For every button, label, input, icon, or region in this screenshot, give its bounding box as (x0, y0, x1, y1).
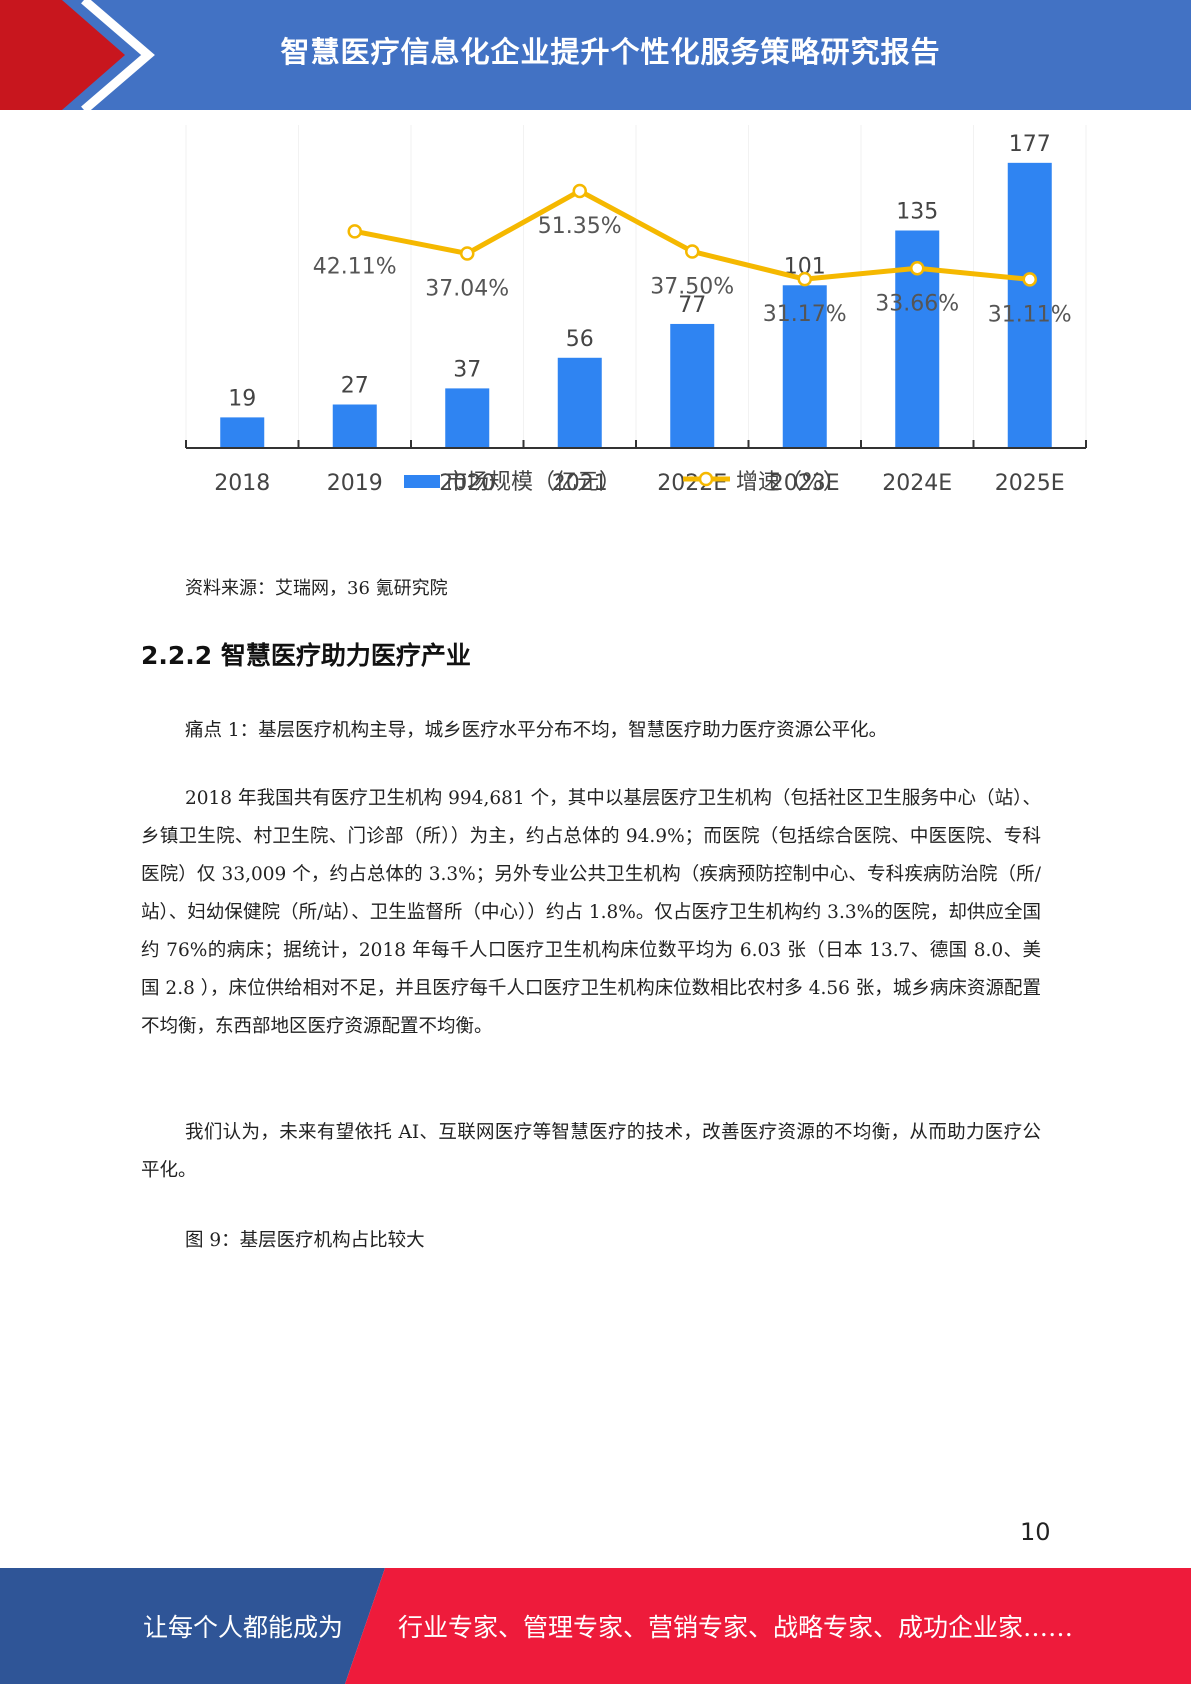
bar-2023E (782, 285, 827, 448)
bar-label-2020: 37 (453, 357, 481, 382)
market-size-chart: 19 27 37 56 77 101 135 177 2018 2019 2020 2021 2022E… (170, 115, 1100, 535)
report-title: 智慧医疗信息化企业提升个性化服务策略研究报告 (280, 35, 941, 69)
x-tick-label-2025E: 2025E (995, 471, 1065, 496)
growth-label-2022E: 37.50% (650, 274, 734, 299)
growth-point-2025E (1022, 272, 1037, 287)
paragraph-pain-point: 痛点 1：基层医疗机构主导，城乡医疗水平分布不均，智慧医疗助力医疗资源公平化。 (185, 720, 888, 741)
bar-2018 (220, 417, 265, 448)
growth-point-2024E (910, 261, 925, 276)
growth-label-2024E: 33.66% (875, 291, 959, 316)
section-number: 2.2.2 (141, 641, 213, 670)
page-number: 10 (1020, 1518, 1051, 1546)
bar-2025E (1007, 162, 1052, 449)
growth-point-2019 (347, 224, 362, 239)
x-tick-label-2018: 2018 (214, 471, 270, 496)
growth-label-2025E: 31.11% (988, 302, 1072, 327)
growth-point-2020 (460, 246, 475, 261)
footer-slogan-right: 行业专家、管理专家、营销专家、战略专家、成功企业家…… (398, 1613, 1074, 1642)
growth-label-2019: 42.11% (313, 254, 397, 279)
figure-caption: 图 9：基层医疗机构占比较大 (185, 1230, 425, 1251)
x-tick-label-2021: 2021 (552, 471, 608, 496)
legend-bar-label: 市场规模（亿元） (445, 470, 621, 495)
paragraph-statistics: 2018 年我国共有医疗卫生机构 994,681 个，其中以基层医疗卫生机构（包… (141, 788, 1041, 1037)
bar-2022E (670, 323, 715, 448)
x-tick-label-2024E: 2024E (882, 471, 952, 496)
page-footer: 让每个人都能成为 行业专家、管理专家、营销专家、战略专家、成功企业家…… (0, 1568, 1191, 1684)
bar-2020 (445, 388, 490, 448)
section-heading: 2.2.2 智慧医疗助力医疗产业 (141, 636, 471, 672)
growth-point-2022E (685, 244, 700, 259)
bar-label-2024E: 135 (896, 200, 938, 225)
chart-source: 资料来源：艾瑞网，36 氪研究院 (185, 578, 448, 599)
growth-point-2021 (572, 183, 587, 199)
x-tick-label-2022E: 2022E (657, 471, 727, 496)
growth-label-2021: 51.35% (538, 214, 622, 239)
bar-label-2025E: 177 (1009, 132, 1051, 157)
paragraph-opinion: 我们认为，未来有望依托 AI、互联网医疗等智慧医疗的技术，改善医疗资源的不均衡，… (141, 1122, 1041, 1181)
x-tick-label-2020: 2020 (439, 471, 495, 496)
header-chevron-decoration (0, 0, 155, 110)
bar-label-2022E: 77 (678, 293, 706, 318)
bar-label-2018: 19 (228, 386, 256, 411)
legend-line-marker (698, 471, 714, 487)
footer-slogan-left: 让每个人都能成为 (143, 1613, 344, 1642)
bar-label-2021: 56 (566, 327, 594, 352)
legend-bar-swatch (404, 475, 440, 488)
bar-2021 (557, 357, 602, 448)
x-tick-label-2019: 2019 (327, 471, 383, 496)
growth-label-2020: 37.04% (425, 276, 509, 301)
bar-label-2019: 27 (341, 374, 369, 399)
page-header: 智慧医疗信息化企业提升个性化服务策略研究报告 (0, 0, 1191, 110)
growth-point-2023E (797, 271, 812, 287)
growth-label-2023E: 31.17% (763, 302, 847, 327)
bar-2019 (332, 404, 377, 448)
footer-background (0, 1568, 1191, 1684)
legend-line-label: 增速（%） (736, 470, 845, 495)
section-title: 智慧医疗助力医疗产业 (220, 641, 471, 670)
x-tick-label-2023E: 2023E (770, 471, 840, 496)
